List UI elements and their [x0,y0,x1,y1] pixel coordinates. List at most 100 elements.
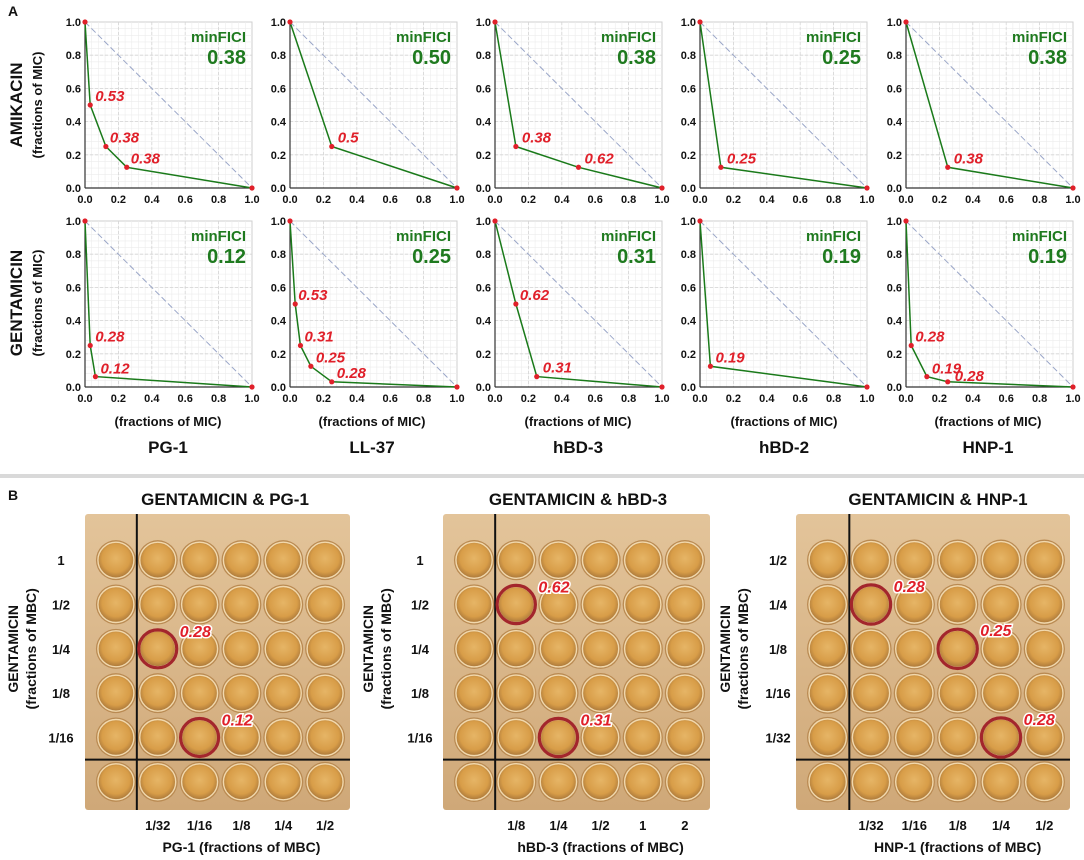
row-label-drug: GENTAMICIN [7,250,26,356]
y-tick-label: 0.2 [476,349,491,361]
y-tick-label: 0.0 [271,382,286,394]
data-point [924,374,930,380]
plate-row-tick: 1/16 [407,731,432,746]
fici-point-label: 0.5 [338,130,360,147]
x-tick-label: 1.0 [244,393,259,405]
fici-point-label: 0.38 [131,150,161,167]
well [1025,585,1064,624]
well [1025,540,1064,580]
isobologram-amikacin-hbd-3: 0.00.0 0.2 0.2 0.4 0.4 0.6 0.6 0.8 0.8 1.0 1.0 0.38… [476,17,670,206]
plate-row-tick: 1/2 [769,553,787,568]
well [139,763,177,801]
highlight-fici-label: 0.62 [538,579,569,596]
isobologram-amikacin-hbd-2: 0.00.0 0.2 0.2 0.4 0.4 0.6 0.6 0.8 0.8 1.0 1.0 0.25… [681,17,875,206]
well [581,585,620,624]
plate-col-tick: 1/4 [549,818,568,833]
x-tick-label: 0.8 [1032,393,1047,405]
plate-row-tick: 1/8 [52,686,70,701]
y-tick-label: 0.4 [476,117,492,129]
checkerboard-plates: GENTAMICIN & PG-1 1 1/2 1/4 1/8 1/16 1/32 1/16 1… [5,490,1070,855]
plate-row-tick: 1/4 [411,642,430,657]
fici-point-label: 0.53 [298,287,328,304]
min-fici-value: 0.19 [822,246,861,268]
well [981,540,1021,580]
y-tick-label: 0.8 [681,249,696,261]
plate-2: GENTAMICIN & hBD-3 1 1/2 1/4 1/8 1/16 1/8 1/4 1/… [360,490,710,855]
y-tick-label: 0.0 [476,382,491,394]
x-tick-label: 0.0 [282,393,297,405]
data-point [513,301,519,307]
min-fici-title: minFICI [396,228,451,245]
fici-point-label: 0.38 [522,130,552,147]
highlight-circle [537,716,580,759]
well [539,763,578,801]
plate-3: GENTAMICIN & HNP-1 1/2 1/4 1/8 1/16 1/32 1/32 1… [717,490,1070,855]
x-tick-label: 1.0 [859,194,874,206]
well [623,630,662,668]
well [623,674,662,712]
y-tick-label: 1.0 [271,17,286,29]
well [581,674,620,712]
x-tick-label: 0.8 [416,194,431,206]
plate-y-axis-sublabel: (fractions of MBC) [23,588,39,709]
fici-point-label: 0.28 [95,329,125,346]
well [97,585,135,624]
additivity-line [289,21,458,189]
y-tick-label: 0.4 [887,316,903,328]
well [981,762,1021,802]
well [497,718,536,757]
data-point [82,218,88,224]
additivity-line [699,220,868,388]
panel-b-label: B [8,487,18,503]
well [808,762,847,802]
panel-separator [0,474,1084,478]
well [455,763,493,801]
fici-point-label: 0.25 [316,349,346,366]
row-label-drug: AMIKACIN [7,63,26,148]
additivity-line [905,21,1074,189]
x-tick-label: 0.8 [1032,194,1047,206]
min-fici-title: minFICI [191,29,246,46]
additivity-line [84,220,253,388]
well [581,763,620,801]
y-tick-label: 0.8 [887,249,902,261]
min-fici-value: 0.31 [617,246,656,268]
fici-point-label: 0.28 [955,368,985,385]
y-tick-label: 0.2 [271,349,286,361]
well [808,629,847,669]
additivity-line [905,220,1074,388]
well [222,674,261,712]
x-tick-label: 0.2 [932,393,947,405]
well [981,585,1021,624]
plate-y-axis-label: GENTAMICIN [360,605,376,693]
well [455,630,493,668]
fici-point-label: 0.19 [932,361,962,378]
y-tick-label: 0.8 [887,50,902,62]
plate-col-tick: 1/8 [507,818,525,833]
well [497,763,536,801]
well [666,763,704,801]
plate-row-tick: 1/16 [48,731,73,746]
data-point [287,218,293,224]
additivity-line [494,21,663,189]
plate-row-tick: 1/2 [52,598,70,613]
x-tick-label: 0.2 [521,194,536,206]
isobologram-gentamicin-ll-37: 0.00.0 0.2 0.2 0.4 0.4 0.6 0.6 0.8 0.8 1.0 1.0 0.53… [271,216,465,405]
x-tick-label: 1.0 [859,393,874,405]
isobologram-gentamicin-pg-1: 0.00.0 0.2 0.2 0.4 0.4 0.6 0.6 0.8 0.8 1.0 1.0 0.28… [66,216,260,405]
additivity-line [84,21,253,189]
well [539,630,578,668]
well [808,585,847,624]
y-tick-label: 0.2 [66,349,81,361]
well [894,762,934,802]
well [180,763,219,801]
x-tick-label: 0.6 [999,393,1014,405]
highlight-fici-label: 0.28 [894,579,925,596]
plate-row-tick: 1 [57,553,64,568]
highlight-fici-label: 0.25 [980,623,1012,640]
x-tick-label: 0.6 [999,194,1014,206]
y-tick-label: 0.6 [66,83,81,95]
well [306,718,344,757]
isobologram-grid: 0.00.00.20.20.40.40.60.60.80.81.01.00.53… [66,17,1081,405]
well [97,674,135,712]
